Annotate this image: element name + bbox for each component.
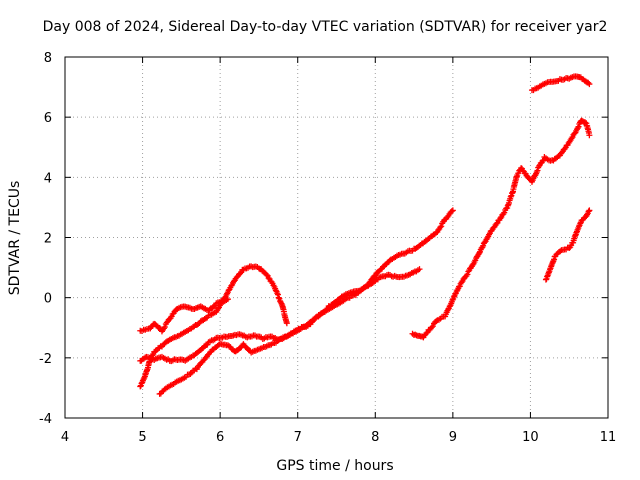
data-point-marker <box>558 149 565 156</box>
data-point-marker <box>449 207 456 214</box>
data-point-marker <box>586 207 593 214</box>
data-point-marker <box>476 250 483 257</box>
data-point-marker <box>448 208 455 215</box>
data-point-marker <box>539 157 546 164</box>
y-tick-label: -2 <box>39 352 52 367</box>
data-point-marker <box>263 271 270 278</box>
data-point-marker <box>449 296 456 303</box>
data-point-marker <box>450 294 457 301</box>
x-axis-label: GPS time / hours <box>276 458 393 474</box>
y-tick-label: 2 <box>44 232 52 247</box>
data-point-marker <box>534 167 541 174</box>
x-tick-label: 6 <box>216 430 224 445</box>
data-point-marker <box>138 380 145 387</box>
x-tick-label: 9 <box>449 430 457 445</box>
data-point-marker <box>323 306 330 313</box>
data-point-marker <box>464 271 471 278</box>
series-arc-5 <box>409 117 593 341</box>
data-point-marker <box>437 224 444 231</box>
x-tick-label: 7 <box>294 430 302 445</box>
data-point-marker <box>575 123 582 130</box>
data-point-marker <box>429 323 436 330</box>
y-tick-label: 4 <box>44 171 52 186</box>
data-point-marker <box>423 330 430 337</box>
data-point-marker <box>428 324 435 331</box>
data-point-marker <box>137 383 144 390</box>
y-axis-label: SDTVAR / TECUs <box>7 181 23 296</box>
data-series <box>137 73 593 397</box>
y-tick-label: -4 <box>39 412 52 427</box>
data-point-marker <box>161 323 168 330</box>
data-point-marker <box>315 313 322 320</box>
data-point-marker <box>575 223 582 230</box>
series-arc-4 <box>156 207 456 397</box>
series-arc-3 <box>137 296 231 390</box>
data-point-marker <box>582 119 589 126</box>
plot-frame <box>64 56 609 419</box>
data-point-marker <box>577 220 584 227</box>
chart-title: Day 008 of 2024, Sidereal Day-to-day VTE… <box>43 19 608 35</box>
data-point-marker <box>187 370 194 377</box>
y-tick-label: 6 <box>44 111 52 126</box>
data-point-marker <box>416 266 423 273</box>
data-point-marker <box>493 220 500 227</box>
data-point-marker <box>152 348 159 355</box>
data-point-marker <box>224 296 231 303</box>
data-point-marker <box>433 318 440 325</box>
x-tick-label: 11 <box>600 430 617 445</box>
x-tick-label: 8 <box>371 430 379 445</box>
data-point-marker <box>275 294 282 301</box>
data-point-marker <box>586 81 593 88</box>
data-point-marker <box>237 270 244 277</box>
series-arc-7 <box>542 207 593 283</box>
data-point-marker <box>364 282 371 289</box>
series-arc-6 <box>528 73 593 94</box>
data-point-marker <box>444 214 451 221</box>
x-tick-label: 10 <box>522 430 539 445</box>
data-point-marker <box>585 79 592 86</box>
x-tick-label: 5 <box>138 430 146 445</box>
data-point-marker <box>438 223 445 230</box>
data-point-marker <box>586 132 593 139</box>
x-tick-label: 4 <box>61 430 69 445</box>
grid-lines <box>65 57 608 418</box>
data-point-marker <box>585 208 592 215</box>
axis-ticks: 4 5 6 7 8 9 10 11 -4 -2 0 2 4 6 8 <box>39 51 616 445</box>
y-tick-label: 8 <box>44 51 52 66</box>
data-point-marker <box>283 320 290 327</box>
data-point-marker <box>274 291 281 298</box>
y-tick-label: 0 <box>44 292 52 307</box>
